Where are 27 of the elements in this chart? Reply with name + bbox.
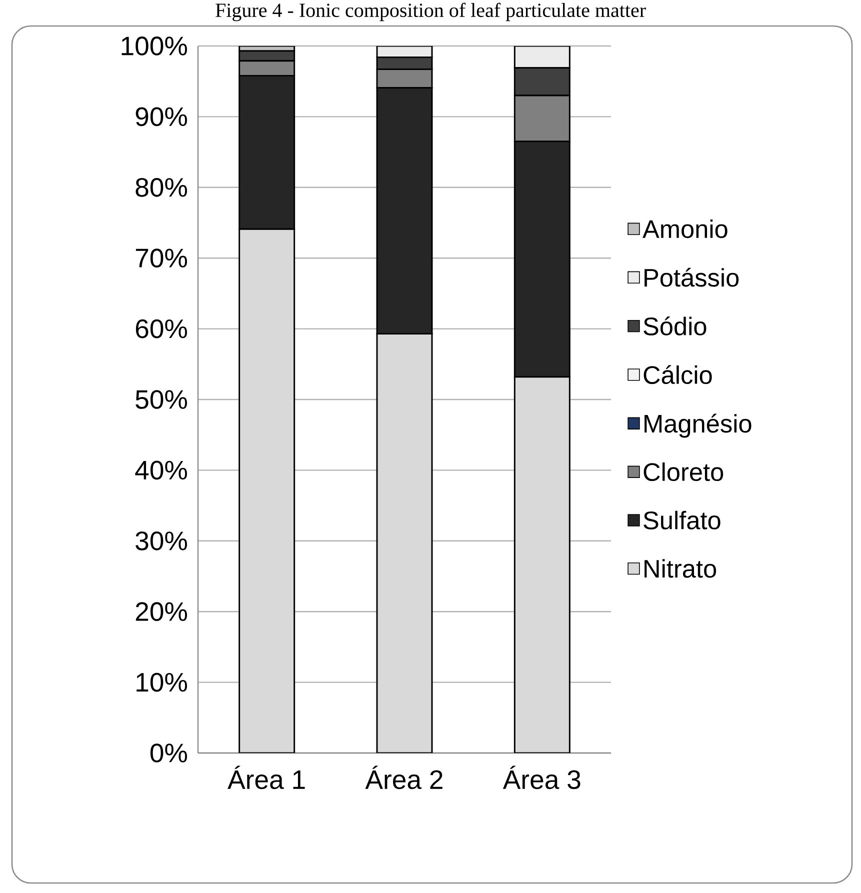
x-tick-label: Área 1 <box>228 766 305 790</box>
bar <box>238 228 296 753</box>
y-tick-label: 20% <box>136 602 187 622</box>
y-tick-label: 0% <box>150 744 187 762</box>
x-tick-label: Área 2 <box>365 766 442 790</box>
legend-label: Sódio <box>644 316 706 336</box>
legend-label: Potássio <box>644 268 739 287</box>
legend-label: Sulfato <box>644 510 720 530</box>
legend-label: Magnésio <box>644 414 752 438</box>
bar <box>376 333 433 753</box>
y-tick-label: 40% <box>135 460 187 480</box>
x-tick-label: Área 3 <box>502 766 580 790</box>
y-tick-label: 50% <box>136 390 187 409</box>
legend-label: Amonio <box>642 219 728 238</box>
y-tick-label: 80% <box>136 178 187 197</box>
y-tick-label: 30% <box>136 531 187 550</box>
legend-label: Cloreto <box>644 462 724 482</box>
legend-label: Nitrato <box>644 559 716 578</box>
y-tick-label: 10% <box>136 672 187 692</box>
y-tick-label: 100% <box>122 36 187 56</box>
y-tick-label: 70% <box>136 248 187 268</box>
bar <box>514 376 570 753</box>
bar <box>514 46 570 69</box>
legend-label: Cálcio <box>644 365 712 384</box>
y-tick-label: 60% <box>136 319 187 338</box>
chart-title: Figure 4 - Ionic composition of leaf particulate matter <box>216 2 646 22</box>
y-tick-label: 90% <box>136 107 187 126</box>
